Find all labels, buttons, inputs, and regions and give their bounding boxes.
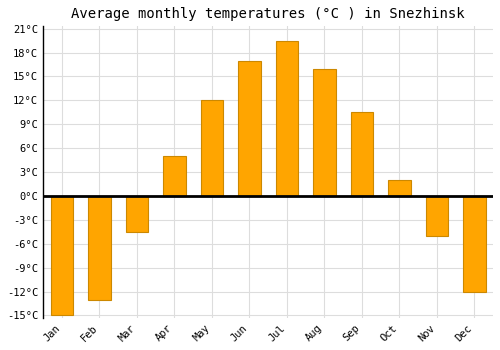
Bar [276, 41, 298, 196]
Bar [313, 69, 336, 196]
Title: Average monthly temperatures (°C ) in Snezhinsk: Average monthly temperatures (°C ) in Sn… [71, 7, 465, 21]
Bar [426, 196, 448, 236]
Bar [463, 196, 485, 292]
Bar [200, 100, 223, 196]
Bar [388, 180, 410, 196]
Bar [50, 196, 73, 315]
Bar [88, 196, 110, 300]
Bar [126, 196, 148, 232]
Bar [238, 61, 260, 196]
Bar [350, 112, 373, 196]
Bar [163, 156, 186, 196]
